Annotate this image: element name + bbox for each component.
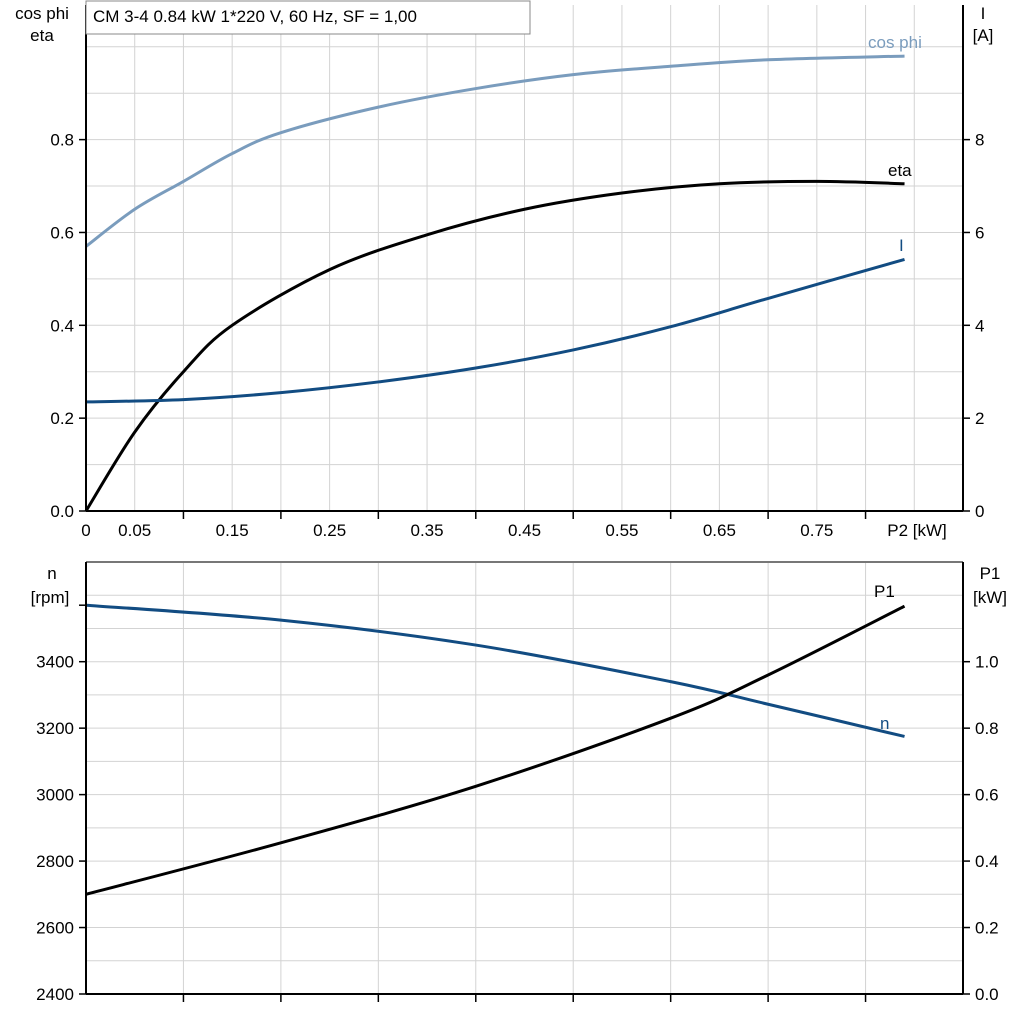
y-left-tick-label: 2800 (36, 852, 74, 871)
chart-title: CM 3-4 0.84 kW 1*220 V, 60 Hz, SF = 1,00 (93, 7, 417, 26)
top-ylabel-right-1: I (981, 4, 986, 23)
series-label-cos-phi: cos phi (868, 33, 922, 52)
bottom-ylabel-right-2: [kW] (973, 588, 1007, 607)
x-tick-label: 0.35 (411, 521, 444, 540)
y-left-tick-label: 0.2 (50, 409, 74, 428)
top-ylabel-right-2: [A] (973, 26, 994, 45)
y-right-tick-label: 1.0 (975, 653, 999, 672)
top-grid (86, 5, 963, 511)
x-tick-label: 0.75 (800, 521, 833, 540)
y-left-tick-label: 3400 (36, 653, 74, 672)
y-left-tick-label: 2400 (36, 985, 74, 1004)
curve-i (85, 257, 905, 404)
y-right-tick-label: 2 (975, 409, 984, 428)
y-right-tick-label: 0.2 (975, 919, 999, 938)
x-tick-label: 0.55 (605, 521, 638, 540)
x-tick-label: 0.05 (118, 521, 151, 540)
y-left-tick-label: 0.8 (50, 131, 74, 150)
y-right-tick-label: 6 (975, 223, 984, 242)
top-ylabel-left-2: eta (30, 26, 54, 45)
bottom-ylabel-left-2: [rpm] (31, 588, 70, 607)
bottom-ylabel-right-1: P1 (980, 564, 1001, 583)
curve-n (85, 603, 905, 738)
y-left-tick-label: 2600 (36, 919, 74, 938)
y-right-tick-label: 0.8 (975, 719, 999, 738)
y-right-tick-label: 8 (975, 131, 984, 150)
y-left-tick-label: 0.0 (50, 502, 74, 521)
curve-eta (84, 179, 905, 512)
x-tick-label: 0.15 (216, 521, 249, 540)
x-axis-label: P2 [kW] (887, 521, 947, 540)
series-label-i: I (899, 236, 904, 255)
y-right-tick-label: 0.0 (975, 985, 999, 1004)
y-right-tick-label: 0 (975, 502, 984, 521)
y-left-tick-label: 3200 (36, 719, 74, 738)
series-label-n: n (880, 714, 889, 733)
y-left-tick-label: 0.6 (50, 223, 74, 242)
curves (84, 54, 906, 896)
x-tick-label: 0.25 (313, 521, 346, 540)
y-left-tick-label: 3000 (36, 786, 74, 805)
x-tick-label: 0.65 (703, 521, 736, 540)
title-box (85, 0, 531, 35)
y-left-tick-label: 0.4 (50, 316, 74, 335)
curve-p1 (85, 604, 906, 896)
y-right-tick-label: 0.4 (975, 852, 999, 871)
curve-cos-phi (85, 54, 905, 248)
top-ylabel-left-1: cos phi (15, 4, 69, 23)
tick-labels: 0 0.05 0.15 0.25 0.35 0.45 0.55 0.65 0.75 0.0 0.2 0… (36, 131, 998, 1004)
y-right-tick-label: 0.6 (975, 786, 999, 805)
series-label-p1: P1 (874, 582, 895, 601)
x-tick-label: 0.45 (508, 521, 541, 540)
axes (79, 5, 970, 1002)
y-right-tick-label: 4 (975, 316, 984, 335)
bottom-grid (86, 562, 963, 994)
series-label-eta: eta (888, 161, 912, 180)
x-tick-label: 0 (81, 521, 90, 540)
bottom-ylabel-left-1: n (47, 564, 56, 583)
